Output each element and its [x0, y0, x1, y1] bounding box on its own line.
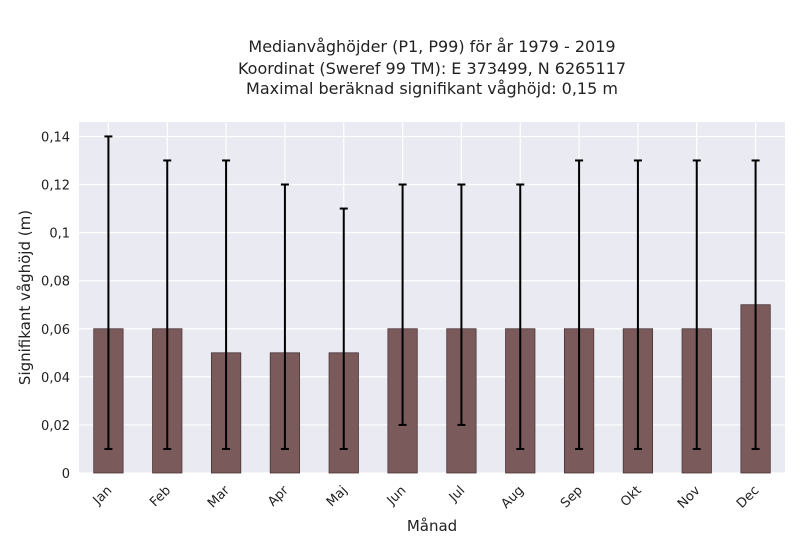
error-bar-maj — [339, 207, 348, 450]
x-tick-label-jun: Jun — [384, 483, 410, 509]
y-tick-label: 0,06 — [41, 323, 70, 338]
error-bar-feb — [163, 159, 172, 450]
y-tick-label: 0,04 — [41, 371, 70, 386]
x-tick-label-jul: Jul — [446, 483, 468, 505]
error-bar-jul — [457, 183, 466, 426]
y-tick-label: 0,12 — [41, 179, 70, 194]
x-tick-label-jan: Jan — [90, 483, 115, 508]
y-axis-ticks: 0 0,02 0,04 0,06 0,08 0,1 0,12 0,14 — [41, 130, 70, 482]
error-bar-mar — [222, 159, 231, 450]
x-tick-label-dec: Dec — [734, 483, 762, 511]
y-tick-label: 0,1 — [49, 227, 70, 242]
error-bar-sep — [575, 159, 584, 450]
y-tick-label: 0 — [62, 467, 70, 482]
y-tick-label: 0,14 — [41, 130, 70, 145]
error-bar-jan — [104, 135, 113, 450]
x-tick-label-feb: Feb — [147, 483, 174, 510]
x-tick-label-maj: Maj — [324, 483, 351, 510]
plot-area — [79, 122, 785, 473]
error-bar-aug — [516, 183, 525, 450]
x-tick-label-aug: Aug — [499, 483, 528, 512]
y-axis-label: Signifikant våghöjd (m) — [16, 210, 34, 385]
x-axis-label: Månad — [407, 517, 457, 535]
error-bar-jun — [398, 183, 407, 426]
error-bars — [104, 135, 760, 450]
chart-title-line-1: Medianvåghöjder (P1, P99) för år 1979 - … — [248, 37, 615, 56]
x-tick-label-okt: Okt — [618, 483, 645, 510]
chart-title: Medianvåghöjder (P1, P99) för år 1979 - … — [238, 37, 626, 98]
x-tick-label-mar: Mar — [205, 483, 233, 511]
x-tick-label-nov: Nov — [675, 483, 704, 512]
x-tick-label-apr: Apr — [265, 483, 292, 510]
error-bar-okt — [633, 159, 642, 450]
chart-title-line-2: Koordinat (Sweref 99 TM): E 373499, N 62… — [238, 59, 626, 78]
error-bar-dec — [751, 159, 760, 450]
x-axis-ticks: Jan Feb Mar Apr Maj Jun Jul Aug Sep Okt Nov Dec — [90, 483, 763, 512]
chart-title-line-3: Maximal beräknad signifikant våghöjd: 0,… — [246, 79, 618, 98]
error-bar-apr — [280, 183, 289, 450]
x-tick-label-sep: Sep — [558, 483, 586, 511]
error-bar-nov — [692, 159, 701, 450]
y-tick-label: 0,08 — [41, 275, 70, 290]
y-tick-label: 0,02 — [41, 419, 70, 434]
